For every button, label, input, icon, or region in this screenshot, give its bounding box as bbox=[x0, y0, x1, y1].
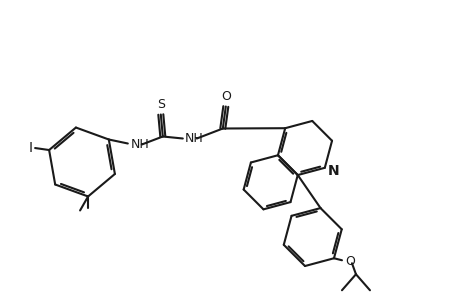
Text: S: S bbox=[157, 98, 164, 110]
Text: NH: NH bbox=[130, 138, 149, 151]
Text: O: O bbox=[344, 255, 354, 268]
Text: NH: NH bbox=[185, 132, 203, 145]
Text: N: N bbox=[327, 164, 339, 178]
Text: O: O bbox=[220, 89, 230, 103]
Text: I: I bbox=[29, 141, 33, 155]
